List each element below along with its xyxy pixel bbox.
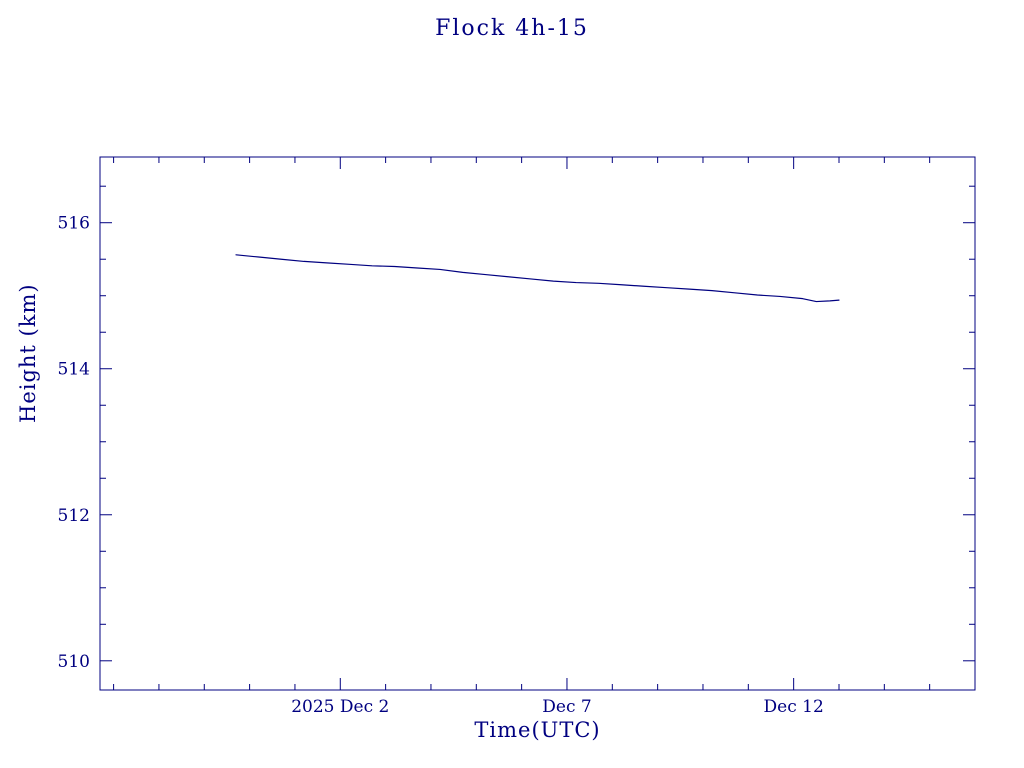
y-tick-label: 514 <box>58 360 90 380</box>
x-tick-label: 2025 Dec 2 <box>291 697 389 717</box>
y-tick-label: 510 <box>58 652 90 672</box>
x-tick-label: Dec 7 <box>542 697 591 717</box>
chart-title: Flock 4h-15 <box>435 16 589 41</box>
x-tick-label: Dec 12 <box>764 697 824 717</box>
series-line <box>235 254 840 303</box>
y-tick-label: 512 <box>58 506 90 526</box>
x-axis-label: Time(UTC) <box>474 718 601 742</box>
axis-frame <box>99 156 976 691</box>
y-tick-label: 516 <box>58 214 90 234</box>
